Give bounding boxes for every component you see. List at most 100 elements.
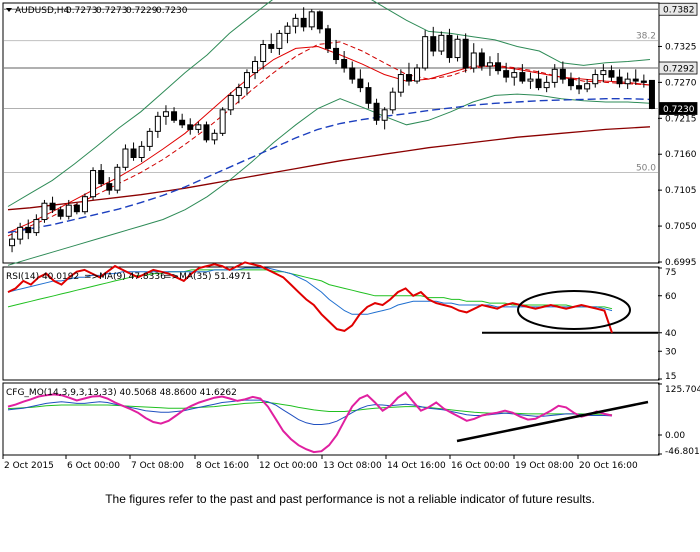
candle <box>219 109 226 134</box>
candle <box>65 204 72 217</box>
price-y-tick-label: 0.7160 <box>665 150 697 160</box>
cfg-series-line <box>7 391 613 454</box>
rsi-y-tick-label: 75 <box>665 268 676 278</box>
candle <box>519 72 526 82</box>
candle <box>543 81 550 89</box>
candle <box>203 124 210 141</box>
candle <box>41 202 48 221</box>
candle <box>90 170 97 198</box>
candle <box>195 124 202 130</box>
ohlc-close: 0.7230 <box>156 6 188 16</box>
candle <box>381 109 388 121</box>
candle <box>211 132 218 141</box>
candle <box>154 115 161 132</box>
candle <box>365 87 372 104</box>
candle <box>316 11 323 30</box>
annotation-ellipse <box>517 290 631 330</box>
price-y-tick-label: 0.7105 <box>665 186 697 196</box>
cfg-mo-header: CFG_MO(14,3,9,3,13,33) 40.5068 48.8600 4… <box>6 388 237 398</box>
candle <box>584 83 591 90</box>
candle <box>81 196 88 213</box>
candle <box>324 28 331 49</box>
candle <box>405 74 412 82</box>
candle <box>171 111 178 121</box>
x-tick-label: 6 Oct 00:00 <box>67 461 120 471</box>
rsi-header: RSI(14) 40.0192 =>MA(9) 47.8336 =>MA(35)… <box>6 272 252 282</box>
cfg-mo-plot <box>7 391 649 454</box>
cfg-mo-title: CFG_MO(14,3,9,3,13,33) 40.5068 48.8600 4… <box>6 388 237 398</box>
ohlc-high: 0.7273 <box>96 6 128 16</box>
candle <box>130 148 137 158</box>
candle <box>268 43 275 49</box>
x-tick-label: 2 Oct 2015 <box>4 461 54 471</box>
x-tick-label: 8 Oct 16:00 <box>196 461 249 471</box>
candle <box>567 78 574 87</box>
candle <box>616 76 623 85</box>
candle <box>576 85 583 90</box>
x-tick-label: 16 Oct 00:00 <box>451 461 510 471</box>
candle <box>252 60 259 74</box>
cfg-series-line <box>7 399 613 425</box>
candle <box>462 38 469 69</box>
candle <box>446 34 453 59</box>
candle <box>33 219 40 234</box>
candle <box>624 78 631 85</box>
candle <box>73 204 80 213</box>
candle <box>300 17 307 28</box>
cfg-y-tick-label: 125.7044 <box>665 385 700 395</box>
bollinger-lower <box>7 93 651 266</box>
price-marker-label: 0.7230 <box>663 105 695 115</box>
candle <box>373 102 380 121</box>
collapse-triangle-icon[interactable] <box>6 8 12 12</box>
cfg-y-tick-label: 0.00 <box>665 431 685 441</box>
moving-average-darkred <box>7 126 651 211</box>
candle <box>349 67 356 80</box>
candle <box>414 67 421 82</box>
candle <box>648 79 655 110</box>
price-y-tick-label: 0.7215 <box>665 114 697 124</box>
cfg-mo-panel <box>2 382 660 456</box>
candle <box>357 78 364 89</box>
candle <box>227 94 234 111</box>
candle <box>454 38 461 59</box>
candle <box>503 70 510 78</box>
candle <box>122 148 129 168</box>
x-tick-label: 14 Oct 16:00 <box>387 461 446 471</box>
rsi-series-line <box>7 269 613 310</box>
candle <box>17 226 24 240</box>
price-y-tick-label: 0.7050 <box>665 222 697 232</box>
x-tick-label: 12 Oct 00:00 <box>259 461 318 471</box>
price-y-tick-label: 0.7270 <box>665 78 697 88</box>
candle <box>284 25 291 34</box>
rsi-series-line <box>7 261 613 334</box>
moving-average-blue <box>7 97 651 234</box>
bollinger-upper <box>7 0 651 207</box>
candle <box>260 43 267 62</box>
candle <box>422 36 429 69</box>
candle <box>235 87 242 96</box>
ohlc-open: 0.7273 <box>66 6 98 16</box>
candle <box>114 166 121 191</box>
axes: 0.7325 0.7270 0.7215 0.7160 0.7105 0.7050 0.69… <box>2 2 700 471</box>
candle <box>608 70 615 78</box>
rsi-ma35: =>MA(35) 51.4971 <box>164 272 252 282</box>
candle <box>243 72 250 89</box>
candle <box>535 78 542 89</box>
candle <box>138 145 145 158</box>
candle <box>9 238 16 247</box>
candle <box>187 124 194 130</box>
x-tick-label: 19 Oct 08:00 <box>515 461 574 471</box>
x-tick-label: 13 Oct 08:00 <box>323 461 382 471</box>
candle <box>146 130 153 147</box>
price-marker-label: 0.7292 <box>663 65 695 75</box>
candle <box>106 183 113 191</box>
candle <box>478 52 485 67</box>
candle <box>98 170 105 185</box>
rsi-plot <box>7 261 658 334</box>
price-marker-box <box>658 61 698 75</box>
rsi-series-line <box>7 267 613 315</box>
candle <box>333 47 340 61</box>
candle <box>600 70 607 76</box>
rsi-y-tick-label: 60 <box>665 292 677 302</box>
candle <box>162 111 169 117</box>
